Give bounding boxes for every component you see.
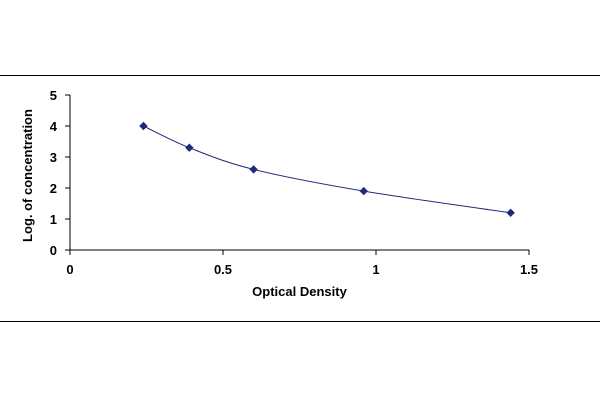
data-point-marker <box>139 121 148 131</box>
data-point-marker <box>506 208 515 218</box>
y-tick-label: 3 <box>50 150 57 165</box>
data-markers <box>139 121 515 218</box>
axes <box>69 95 529 251</box>
x-tick-label: 0.5 <box>214 262 232 277</box>
x-ticks: 0 0.5 1 1.5 <box>66 250 538 277</box>
chart-frame <box>0 75 600 322</box>
fit-curve <box>143 125 511 214</box>
data-point-marker <box>359 186 368 196</box>
x-tick-label: 1 <box>372 262 379 277</box>
y-axis-title: Log. of concentration <box>20 109 35 242</box>
y-tick-label: 4 <box>50 119 58 134</box>
data-point-marker <box>185 143 194 152</box>
y-tick-label: 2 <box>50 181 57 196</box>
data-point-marker <box>249 165 258 174</box>
x-axis-title: Optical Density <box>252 284 347 299</box>
y-tick-label: 0 <box>50 243 57 258</box>
x-tick-label: 1.5 <box>520 262 538 277</box>
y-tick-label: 5 <box>50 88 57 103</box>
y-tick-label: 1 <box>50 212 57 227</box>
x-tick-label: 0 <box>66 262 73 277</box>
y-ticks: 0 1 2 3 4 5 <box>50 88 70 258</box>
